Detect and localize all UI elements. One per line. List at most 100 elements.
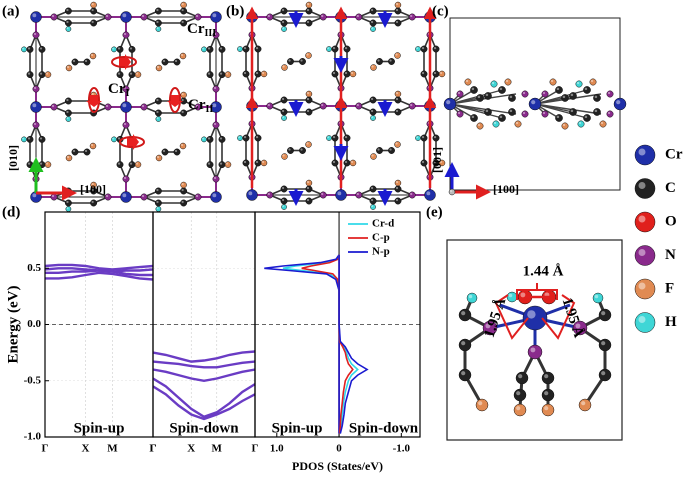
atom: [541, 110, 549, 118]
atom: [173, 148, 181, 156]
atom: [140, 13, 148, 21]
atom: [370, 115, 376, 121]
atom: [254, 45, 262, 53]
atom-highlight: [327, 47, 330, 50]
atom-highlight: [433, 46, 437, 50]
legend-swatch: [634, 211, 656, 233]
legend-swatch: [634, 245, 656, 266]
panel-label: (a): [2, 3, 20, 19]
atom-highlight: [243, 71, 247, 75]
atom-highlight: [508, 293, 513, 298]
atom: [569, 92, 577, 100]
atom-highlight: [91, 200, 94, 204]
atom-highlight: [117, 72, 121, 75]
atom: [394, 90, 402, 98]
bond: [449, 89, 503, 105]
atom-highlight: [485, 93, 489, 97]
atom-highlight: [117, 137, 121, 140]
atom: [122, 85, 130, 93]
atom-highlight: [396, 3, 399, 6]
site-text: Cr: [187, 21, 205, 37]
atom: [140, 103, 148, 111]
bond: [534, 103, 588, 119]
atom: [180, 199, 188, 207]
atom-highlight: [141, 194, 145, 198]
bond: [534, 103, 602, 115]
atom-highlight: [594, 294, 599, 299]
atom: [237, 135, 243, 141]
rotation-ring: [88, 87, 100, 113]
atom-highlight: [562, 95, 566, 99]
atom: [394, 1, 402, 9]
atom: [370, 26, 376, 32]
spin-arrow: [127, 134, 139, 150]
atom: [128, 45, 136, 53]
atom-highlight: [461, 371, 466, 376]
pdos-line: [338, 254, 354, 434]
atom: [458, 308, 472, 322]
atom-highlight: [440, 72, 443, 75]
atom-highlight: [122, 193, 127, 198]
atom: [65, 26, 72, 32]
atom: [598, 368, 612, 382]
atom: [154, 109, 162, 117]
atom-highlight: [638, 282, 646, 290]
atom-highlight: [321, 192, 324, 196]
panel-label: (c): [432, 3, 449, 19]
panel-label: (b): [226, 3, 244, 19]
atom-highlight: [371, 65, 374, 68]
atom: [484, 108, 492, 116]
atom: [583, 114, 591, 122]
atom-highlight: [67, 156, 70, 159]
atom-highlight: [307, 92, 310, 95]
atom-highlight: [243, 160, 247, 164]
atom-highlight: [505, 79, 509, 83]
cr-atom: [210, 191, 222, 203]
atom-highlight: [344, 71, 348, 75]
atom: [388, 58, 395, 65]
atom-highlight: [516, 391, 521, 396]
atom-highlight: [123, 32, 127, 36]
atom-highlight: [499, 87, 503, 91]
atom-highlight: [337, 191, 342, 196]
x-tick-label: M: [212, 443, 223, 455]
atom: [598, 338, 612, 352]
atom-highlight: [370, 97, 374, 101]
atom-highlight: [410, 192, 413, 196]
atom-highlight: [370, 20, 374, 24]
atom: [369, 96, 377, 104]
atom-highlight: [332, 71, 336, 75]
atom: [83, 148, 91, 156]
atom: [458, 338, 472, 352]
atom-highlight: [410, 14, 413, 18]
atom-highlight: [395, 109, 399, 113]
atom: [104, 13, 112, 21]
atom-highlight: [255, 46, 259, 50]
atom-highlight: [226, 162, 229, 165]
atom-highlight: [22, 47, 25, 50]
atom-highlight: [344, 46, 348, 50]
atom-highlight: [281, 20, 285, 24]
legend-label: N-p: [372, 246, 390, 258]
atom-highlight: [468, 294, 473, 299]
atom: [266, 13, 274, 21]
atom: [134, 161, 142, 168]
atom: [343, 45, 351, 53]
atom-highlight: [213, 122, 217, 126]
atom-highlight: [181, 110, 184, 114]
atom: [476, 94, 484, 102]
atom-highlight: [344, 160, 348, 164]
atom-highlight: [416, 47, 419, 50]
atom-highlight: [282, 116, 285, 119]
atom-highlight: [616, 100, 621, 105]
atom: [521, 110, 529, 118]
y-tick-label: -0.5: [24, 374, 42, 386]
x-tick-label: M: [107, 443, 118, 455]
atom-highlight: [306, 109, 310, 113]
atom-highlight: [307, 3, 310, 6]
legend-label: F: [665, 280, 674, 296]
atom-highlight: [123, 176, 127, 180]
atom-highlight: [66, 98, 69, 102]
atom-highlight: [410, 103, 413, 107]
atom: [420, 70, 428, 78]
